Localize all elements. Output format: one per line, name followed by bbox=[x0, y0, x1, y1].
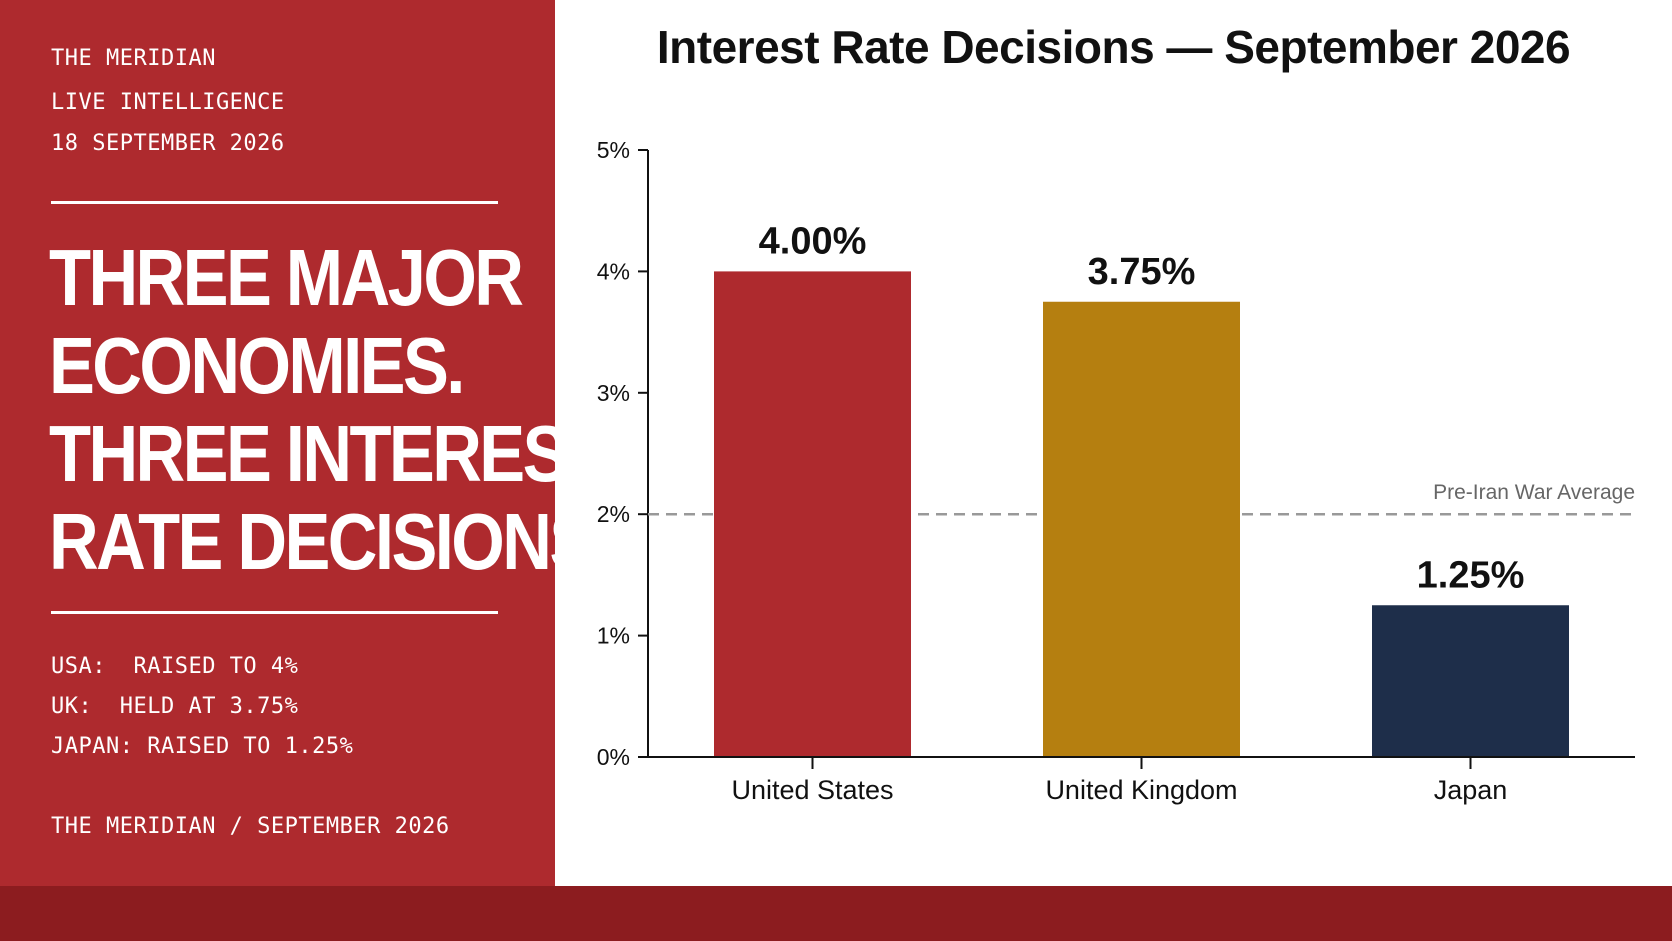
bar bbox=[1043, 301, 1240, 757]
divider-top bbox=[51, 201, 498, 204]
headline: THREE MAJOR ECONOMIES. THREE INTEREST RA… bbox=[49, 233, 612, 586]
bar-chart: 0% 1% 2% 3% 4% 5% Pre-Iran War Average 4.00% Uni… bbox=[597, 137, 1635, 805]
left-panel: THE MERIDIAN LIVE INTELLIGENCE 18 SEPTEM… bbox=[0, 0, 612, 886]
footer-credit: THE MERIDIAN / SEPTEMBER 2026 bbox=[51, 814, 450, 839]
y-tick-label: 3% bbox=[597, 380, 630, 406]
data-label: 4.00% bbox=[759, 220, 867, 262]
data-label: 3.75% bbox=[1088, 251, 1196, 293]
summary-usa: USA: RAISED TO 4% bbox=[51, 654, 299, 679]
bar bbox=[1372, 605, 1569, 757]
publish-date: 18 SEPTEMBER 2026 bbox=[51, 131, 285, 156]
summary-japan: JAPAN: RAISED TO 1.25% bbox=[51, 734, 354, 759]
bottom-bar bbox=[0, 886, 1672, 941]
y-tick-label: 1% bbox=[597, 623, 630, 649]
y-tick-label: 4% bbox=[597, 258, 630, 284]
divider-bottom bbox=[51, 611, 498, 614]
y-tick-label: 0% bbox=[597, 744, 630, 770]
bar bbox=[714, 271, 911, 757]
data-label: 1.25% bbox=[1417, 554, 1525, 596]
y-tick-label: 5% bbox=[597, 137, 630, 163]
headline-line: THREE MAJOR bbox=[49, 233, 524, 322]
brand-name: THE MERIDIAN bbox=[51, 46, 216, 71]
headline-line: ECONOMIES. bbox=[49, 321, 465, 410]
x-tick-label: United States bbox=[731, 775, 893, 805]
chart-title: Interest Rate Decisions — September 2026 bbox=[656, 21, 1571, 73]
section-label: LIVE INTELLIGENCE bbox=[51, 90, 285, 115]
reference-line-label: Pre-Iran War Average bbox=[1433, 481, 1635, 504]
x-tick-label: Japan bbox=[1434, 775, 1508, 805]
headline-line: THREE INTEREST bbox=[49, 409, 608, 498]
x-tick-label: United Kingdom bbox=[1045, 775, 1237, 805]
headline-line: RATE DECISIONS. bbox=[49, 497, 612, 586]
y-tick-label: 2% bbox=[597, 501, 630, 527]
summary-uk: UK: HELD AT 3.75% bbox=[51, 694, 299, 719]
